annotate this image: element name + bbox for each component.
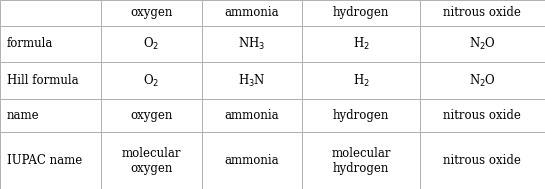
Text: ammonia: ammonia [225, 6, 280, 19]
Bar [0, 0, 101, 26]
Bar [202, 62, 302, 99]
Text: hydrogen: hydrogen [333, 109, 389, 122]
Bar [101, 26, 202, 62]
Bar [101, 99, 202, 132]
Text: nitrous oxide: nitrous oxide [444, 6, 521, 19]
Text: oxygen: oxygen [130, 6, 172, 19]
Text: formula: formula [7, 37, 53, 50]
Text: N$_2$O: N$_2$O [469, 73, 496, 89]
Bar [101, 62, 202, 99]
Text: name: name [7, 109, 39, 122]
Bar [0, 99, 101, 132]
Bar [302, 26, 420, 62]
Bar [302, 99, 420, 132]
Bar [202, 132, 302, 189]
Bar [420, 0, 545, 26]
Bar [0, 62, 101, 99]
Bar [101, 0, 202, 26]
Text: O$_2$: O$_2$ [143, 36, 159, 52]
Text: molecular
oxygen: molecular oxygen [122, 147, 181, 175]
Text: N$_2$O: N$_2$O [469, 36, 496, 52]
Bar [420, 26, 545, 62]
Bar [302, 0, 420, 26]
Bar [202, 26, 302, 62]
Bar [0, 132, 101, 189]
Text: ammonia: ammonia [225, 154, 280, 167]
Text: hydrogen: hydrogen [333, 6, 389, 19]
Bar [302, 132, 420, 189]
Bar [101, 132, 202, 189]
Text: H$_2$: H$_2$ [353, 36, 370, 52]
Bar [420, 132, 545, 189]
Bar [202, 0, 302, 26]
Bar [302, 62, 420, 99]
Bar [202, 99, 302, 132]
Text: nitrous oxide: nitrous oxide [444, 154, 521, 167]
Text: Hill formula: Hill formula [7, 74, 78, 87]
Text: O$_2$: O$_2$ [143, 73, 159, 89]
Bar [0, 26, 101, 62]
Text: oxygen: oxygen [130, 109, 172, 122]
Text: molecular
hydrogen: molecular hydrogen [331, 147, 391, 175]
Text: H$_3$N: H$_3$N [238, 73, 266, 89]
Bar [420, 99, 545, 132]
Text: H$_2$: H$_2$ [353, 73, 370, 89]
Text: ammonia: ammonia [225, 109, 280, 122]
Text: NH$_3$: NH$_3$ [239, 36, 265, 52]
Text: IUPAC name: IUPAC name [7, 154, 82, 167]
Bar [420, 62, 545, 99]
Text: nitrous oxide: nitrous oxide [444, 109, 521, 122]
